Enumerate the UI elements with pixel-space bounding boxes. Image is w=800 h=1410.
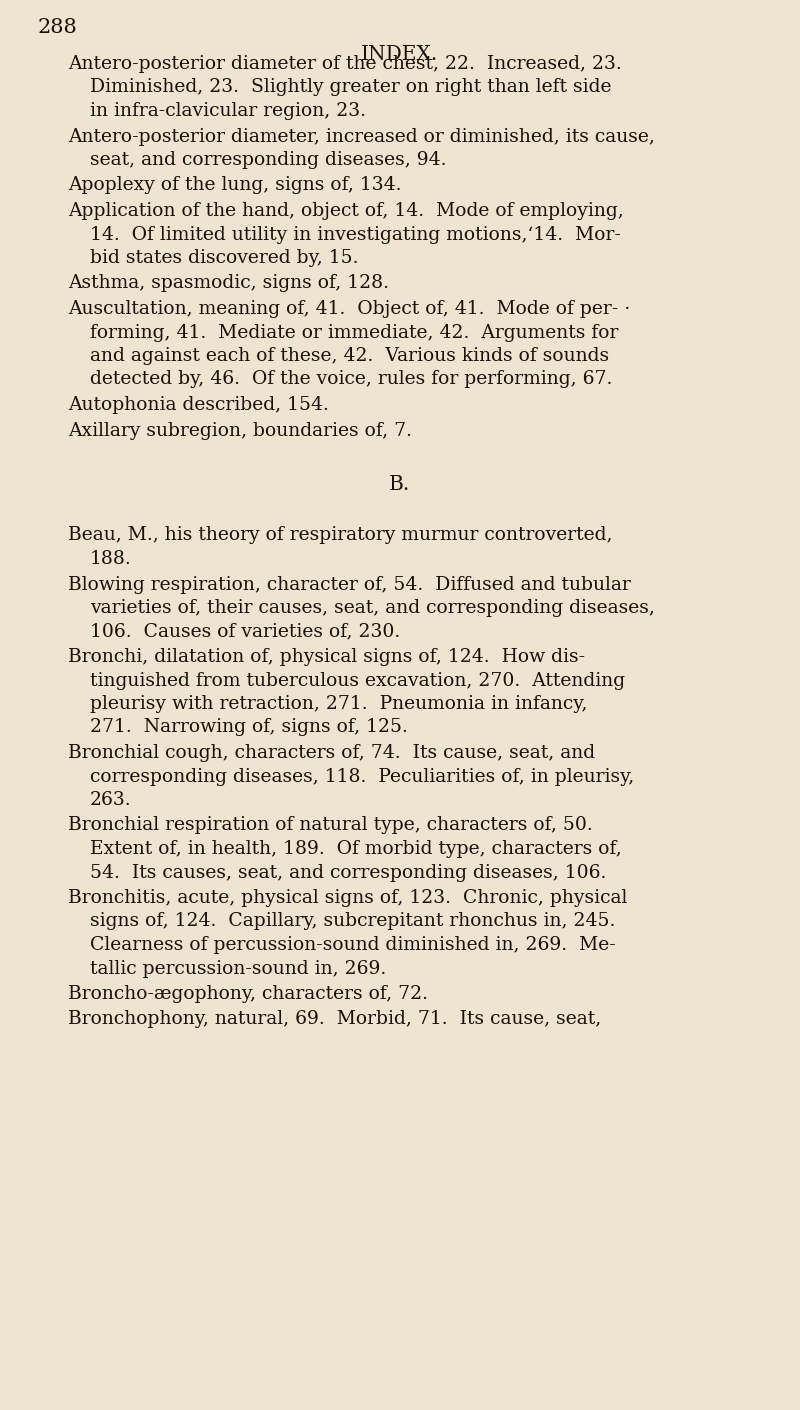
- Text: pleurisy with retraction, 271.  Pneumonia in infancy,: pleurisy with retraction, 271. Pneumonia…: [90, 695, 587, 713]
- Text: 271.  Narrowing of, signs of, 125.: 271. Narrowing of, signs of, 125.: [90, 719, 408, 736]
- Text: Bronchi, dilatation of, physical signs of, 124.  How dis-: Bronchi, dilatation of, physical signs o…: [68, 649, 585, 666]
- Text: forming, 41.  Mediate or immediate, 42.  Arguments for: forming, 41. Mediate or immediate, 42. A…: [90, 323, 618, 341]
- Text: Broncho-ægophony, characters of, 72.: Broncho-ægophony, characters of, 72.: [68, 986, 428, 1003]
- Text: bid states discovered by, 15.: bid states discovered by, 15.: [90, 250, 358, 266]
- Text: tallic percussion-sound in, 269.: tallic percussion-sound in, 269.: [90, 959, 386, 977]
- Text: Clearness of percussion-sound diminished in, 269.  Me-: Clearness of percussion-sound diminished…: [90, 936, 616, 955]
- Text: in infra-clavicular region, 23.: in infra-clavicular region, 23.: [90, 102, 366, 120]
- Text: Auscultation, meaning of, 41.  Object of, 41.  Mode of per- ·: Auscultation, meaning of, 41. Object of,…: [68, 300, 630, 319]
- Text: Autophonia described, 154.: Autophonia described, 154.: [68, 396, 329, 415]
- Text: B.: B.: [390, 475, 410, 493]
- Text: Blowing respiration, character of, 54.  Diffused and tubular: Blowing respiration, character of, 54. D…: [68, 575, 630, 594]
- Text: Bronchial cough, characters of, 74.  Its cause, seat, and: Bronchial cough, characters of, 74. Its …: [68, 744, 595, 761]
- Text: 14.  Of limited utility in investigating motions,‘14.  Mor-: 14. Of limited utility in investigating …: [90, 226, 621, 244]
- Text: 263.: 263.: [90, 791, 132, 809]
- Text: Diminished, 23.  Slightly greater on right than left side: Diminished, 23. Slightly greater on righ…: [90, 79, 611, 96]
- Text: 188.: 188.: [90, 550, 132, 568]
- Text: Antero-posterior diameter, increased or diminished, its cause,: Antero-posterior diameter, increased or …: [68, 127, 655, 145]
- Text: Apoplexy of the lung, signs of, 134.: Apoplexy of the lung, signs of, 134.: [68, 176, 402, 195]
- Text: 106.  Causes of varieties of, 230.: 106. Causes of varieties of, 230.: [90, 622, 400, 640]
- Text: Application of the hand, object of, 14.  Mode of employing,: Application of the hand, object of, 14. …: [68, 202, 624, 220]
- Text: 288: 288: [38, 18, 78, 37]
- Text: Beau, M., his theory of respiratory murmur controverted,: Beau, M., his theory of respiratory murm…: [68, 526, 613, 544]
- Text: varieties of, their causes, seat, and corresponding diseases,: varieties of, their causes, seat, and co…: [90, 599, 655, 618]
- Text: corresponding diseases, 118.  Peculiarities of, in pleurisy,: corresponding diseases, 118. Peculiariti…: [90, 767, 634, 785]
- Text: detected by, 46.  Of the voice, rules for performing, 67.: detected by, 46. Of the voice, rules for…: [90, 371, 612, 389]
- Text: Bronchophony, natural, 69.  Morbid, 71.  Its cause, seat,: Bronchophony, natural, 69. Morbid, 71. I…: [68, 1011, 602, 1028]
- Text: and against each of these, 42.  Various kinds of sounds: and against each of these, 42. Various k…: [90, 347, 609, 365]
- Text: Antero-posterior diameter of the chest, 22.  Increased, 23.: Antero-posterior diameter of the chest, …: [68, 55, 622, 73]
- Text: Extent of, in health, 189.  Of morbid type, characters of,: Extent of, in health, 189. Of morbid typ…: [90, 840, 622, 859]
- Text: Bronchial respiration of natural type, characters of, 50.: Bronchial respiration of natural type, c…: [68, 816, 593, 835]
- Text: Axillary subregion, boundaries of, 7.: Axillary subregion, boundaries of, 7.: [68, 422, 412, 440]
- Text: seat, and corresponding diseases, 94.: seat, and corresponding diseases, 94.: [90, 151, 446, 169]
- Text: 54.  Its causes, seat, and corresponding diseases, 106.: 54. Its causes, seat, and corresponding …: [90, 863, 606, 881]
- Text: Asthma, spasmodic, signs of, 128.: Asthma, spasmodic, signs of, 128.: [68, 275, 389, 292]
- Text: tinguished from tuberculous excavation, 270.  Attending: tinguished from tuberculous excavation, …: [90, 671, 625, 689]
- Text: INDEX.: INDEX.: [362, 45, 438, 63]
- Text: signs of, 124.  Capillary, subcrepitant rhonchus in, 245.: signs of, 124. Capillary, subcrepitant r…: [90, 912, 615, 931]
- Text: Bronchitis, acute, physical signs of, 123.  Chronic, physical: Bronchitis, acute, physical signs of, 12…: [68, 888, 627, 907]
